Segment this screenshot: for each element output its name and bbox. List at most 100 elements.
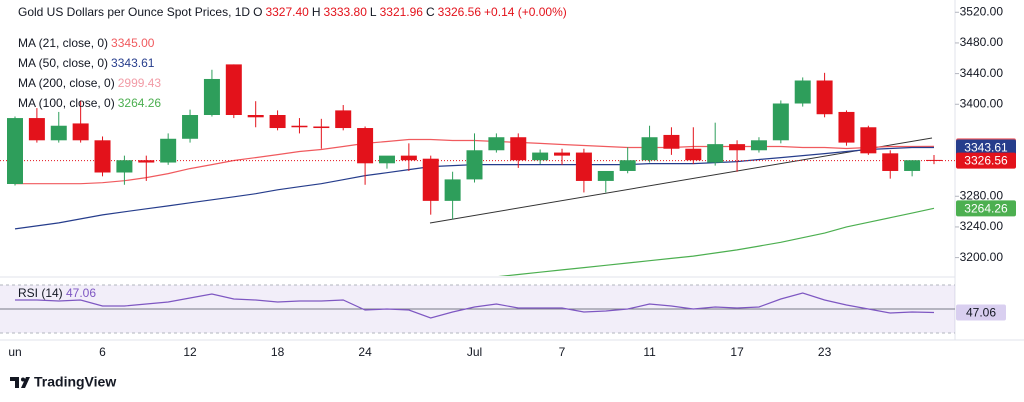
- candle-body: [50, 125, 67, 141]
- x-tick-label: 6: [99, 345, 106, 359]
- legend-row: MA (200, close, 0) 2999.43: [18, 75, 164, 91]
- candle-body: [72, 123, 89, 141]
- candle-body: [400, 155, 417, 161]
- candle-body: [729, 144, 746, 151]
- x-tick-label: 7: [559, 345, 566, 359]
- x-tick-label: 12: [183, 345, 197, 359]
- y-tick-label: 3520.00: [960, 4, 1004, 18]
- quote-value: 3327.40: [265, 5, 309, 19]
- candle-body: [882, 153, 899, 171]
- x-tick-label: 11: [643, 345, 656, 359]
- moving-average-line: [498, 207, 935, 276]
- trend-line: [429, 137, 933, 224]
- candle-body: [466, 150, 483, 180]
- candle-body: [816, 80, 833, 115]
- quote-value: 3333.80: [323, 5, 367, 19]
- legend-row: MA (100, close, 0) 3264.26: [18, 95, 164, 111]
- legend-row: MA (21, close, 0) 3345.00: [18, 35, 157, 51]
- candle-body: [860, 127, 877, 154]
- y-tick-label: 3280.00: [960, 188, 1004, 202]
- rsi-value: 47.06: [66, 286, 96, 300]
- legend-row: MA (50, close, 0) 3343.61: [18, 55, 157, 71]
- candle-body: [182, 115, 199, 139]
- x-tick-label: 23: [818, 345, 832, 359]
- candle-body: [707, 144, 724, 163]
- y-tick-label: 3400.00: [960, 96, 1004, 110]
- candle-body: [619, 160, 636, 171]
- legend-name: MA (21, close, 0): [18, 36, 109, 50]
- candle-body: [28, 118, 45, 141]
- candle-body: [532, 152, 549, 161]
- candle-body: [554, 152, 571, 156]
- ma-price-tag-label: 3343.61: [964, 141, 1008, 155]
- rsi-line: [15, 292, 935, 319]
- legend-value: 2999.43: [117, 76, 162, 90]
- candle-body: [116, 160, 133, 173]
- quote-key: H: [311, 5, 321, 19]
- quote-change: +0.14 (+0.00%): [484, 5, 567, 19]
- candle-body: [313, 126, 330, 129]
- candle-body: [203, 78, 220, 115]
- candle-body: [597, 170, 614, 181]
- y-tick-label: 3480.00: [960, 35, 1004, 49]
- candle-body: [357, 128, 374, 164]
- candle-body: [94, 140, 111, 173]
- candle-body: [247, 115, 264, 118]
- candle-body: [269, 115, 286, 129]
- candle-body: [904, 160, 921, 171]
- ma-price-tag: [956, 200, 1016, 217]
- candle-body: [225, 64, 242, 115]
- quote-value: 3326.56: [437, 5, 482, 19]
- quote-value: 3321.96: [379, 5, 423, 19]
- ma-price-tag-label: 3264.26: [964, 202, 1008, 216]
- quote-key: O: [253, 5, 263, 19]
- candle-body: [750, 140, 767, 151]
- current-price-tag-label: 3326.56: [964, 154, 1008, 168]
- rsi-name: RSI (14): [18, 286, 63, 300]
- candle-body: [444, 179, 461, 201]
- candle-body: [422, 158, 439, 201]
- price-pane: [0, 64, 955, 276]
- candle-body: [335, 110, 352, 129]
- legend-value: 3343.61: [111, 56, 155, 70]
- candle-body: [488, 137, 505, 151]
- rsi-tag-label: 47.06: [966, 306, 996, 320]
- x-tick-label: 18: [271, 345, 285, 359]
- y-tick-label: 3240.00: [960, 219, 1004, 233]
- ma-price-tag: [956, 139, 1016, 156]
- chart-title: Gold US Dollars per Ounce Spot Prices, 1…: [18, 5, 251, 19]
- candle-body: [510, 137, 527, 161]
- candle-body: [160, 138, 177, 163]
- candle-body: [641, 137, 658, 161]
- x-tick-label: un: [8, 345, 21, 359]
- chart-header: Gold US Dollars per Ounce Spot Prices, 1…: [18, 4, 570, 20]
- legend-name: MA (50, close, 0): [18, 56, 109, 70]
- candle-body: [378, 155, 395, 164]
- candle-body: [772, 103, 789, 141]
- candle-body: [838, 111, 855, 143]
- logo: TradingView: [10, 374, 116, 390]
- x-tick-label: 24: [358, 345, 372, 359]
- quote-key: C: [425, 5, 435, 19]
- candle-body: [794, 80, 811, 104]
- rsi-tag: [956, 304, 1006, 321]
- x-tick-label: Jul: [467, 345, 482, 359]
- candle-body: [575, 152, 592, 181]
- candle-body: [7, 118, 23, 184]
- candle-body: [663, 134, 680, 149]
- y-tick-label: 3440.00: [960, 66, 1004, 80]
- legend-name: MA (100, close, 0): [18, 96, 115, 110]
- quote-key: L: [369, 5, 377, 19]
- legend-value: 3345.00: [111, 36, 155, 50]
- current-price-tag: [956, 152, 1016, 169]
- candle-body: [685, 148, 702, 161]
- legend-name: MA (200, close, 0): [18, 76, 115, 90]
- candle-body: [291, 125, 308, 128]
- candle-body: [138, 160, 155, 163]
- y-tick-label: 3200.00: [960, 250, 1004, 264]
- brand: TradingView: [34, 374, 116, 390]
- x-tick-label: 17: [730, 345, 744, 359]
- legend-value: 3264.26: [117, 96, 162, 110]
